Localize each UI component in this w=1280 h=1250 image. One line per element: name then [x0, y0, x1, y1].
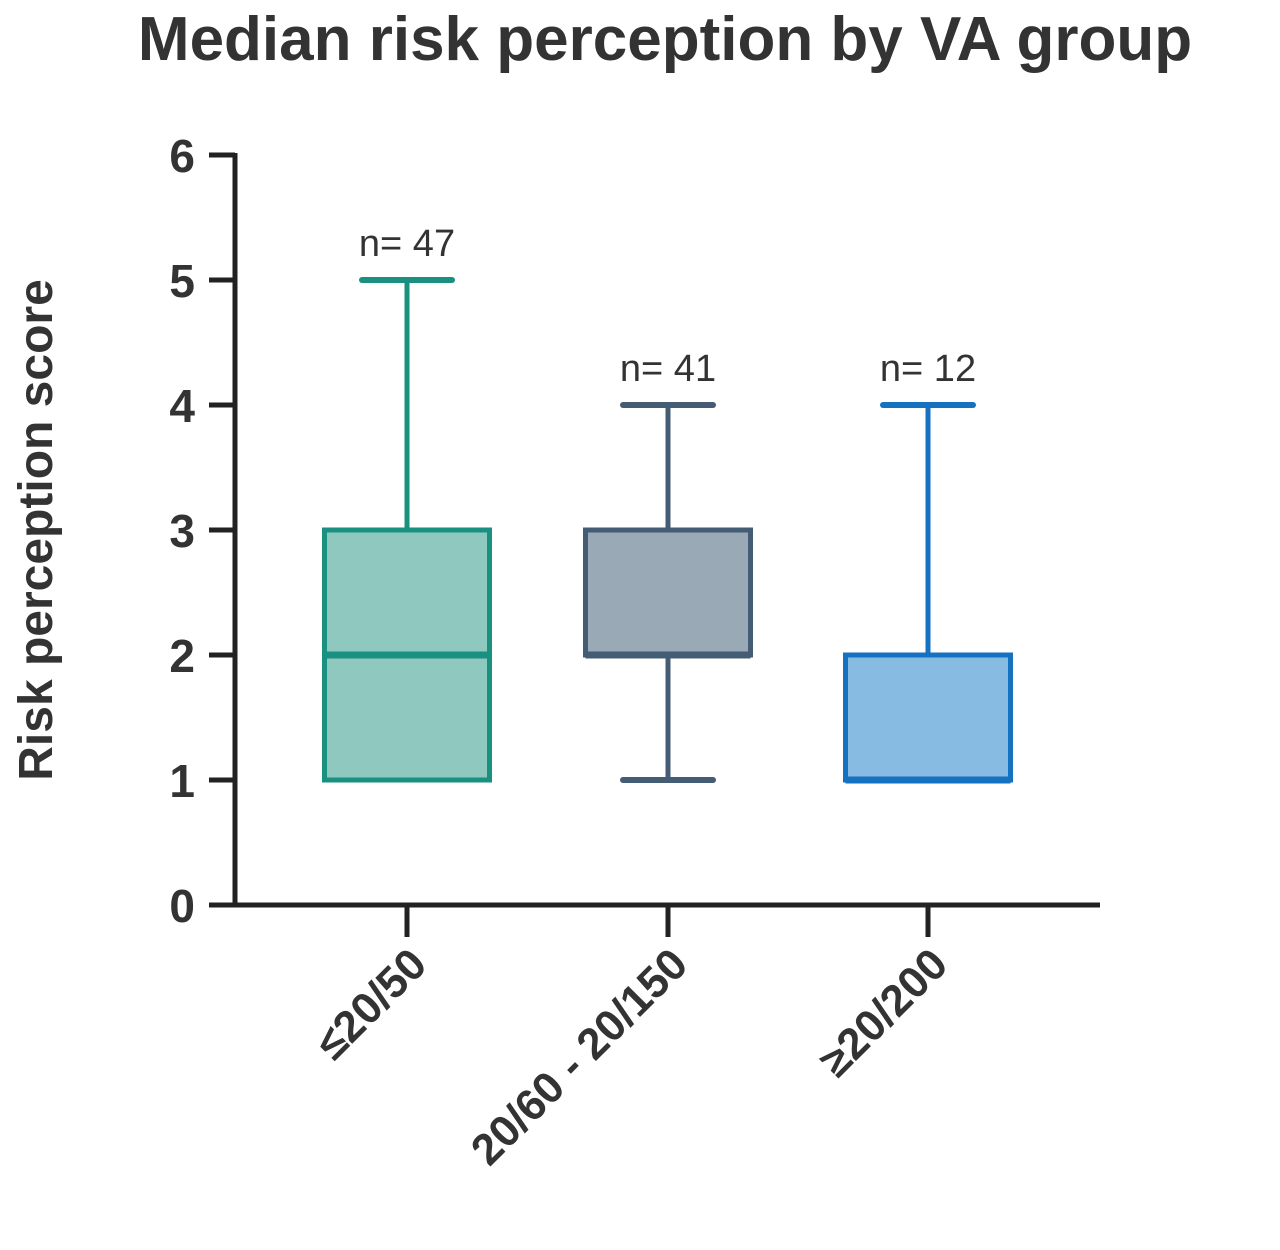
- x-tick-label: 20/60 - 20/150: [462, 939, 697, 1174]
- box-iqr: [843, 652, 1013, 783]
- x-tick-label: ≤20/50: [306, 939, 436, 1069]
- y-tick-label: 2: [169, 630, 195, 682]
- n-label: n= 41: [620, 348, 716, 390]
- y-axis-label: Risk perception score: [10, 279, 63, 781]
- n-label: n= 47: [359, 223, 455, 265]
- y-tick-label: 5: [169, 255, 195, 307]
- y-tick-label: 6: [169, 130, 195, 182]
- n-label: n= 12: [880, 348, 976, 390]
- y-tick-label: 4: [169, 380, 195, 432]
- y-tick-label: 3: [169, 505, 195, 557]
- chart-title: Median risk perception by VA group: [138, 5, 1192, 74]
- box-iqr: [583, 527, 753, 658]
- x-tick-label: ≥20/200: [810, 939, 957, 1086]
- y-tick-label: 0: [169, 880, 195, 932]
- y-tick-label: 1: [169, 755, 195, 807]
